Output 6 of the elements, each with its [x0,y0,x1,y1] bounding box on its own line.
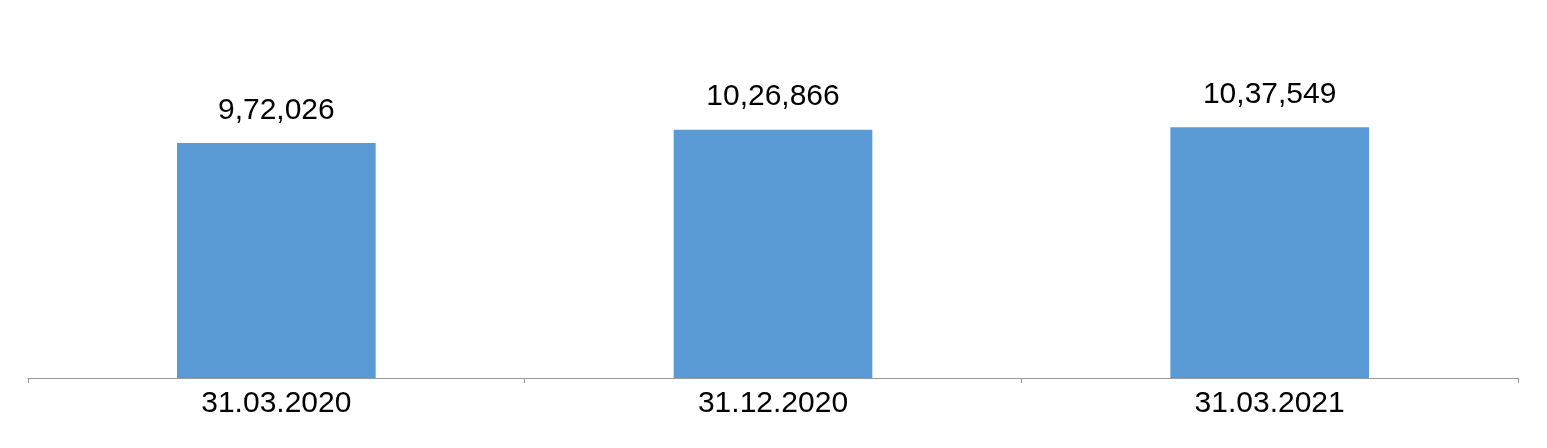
x-tick-label: 31.03.2021 [1194,384,1345,418]
data-label: 10,37,549 [1202,75,1337,109]
data-label: 10,26,866 [706,78,840,112]
data-label: 9,72,026 [217,91,335,125]
x-tick-label: 31.12.2020 [697,384,849,418]
x-tick-label: 31.03.2020 [201,384,352,418]
